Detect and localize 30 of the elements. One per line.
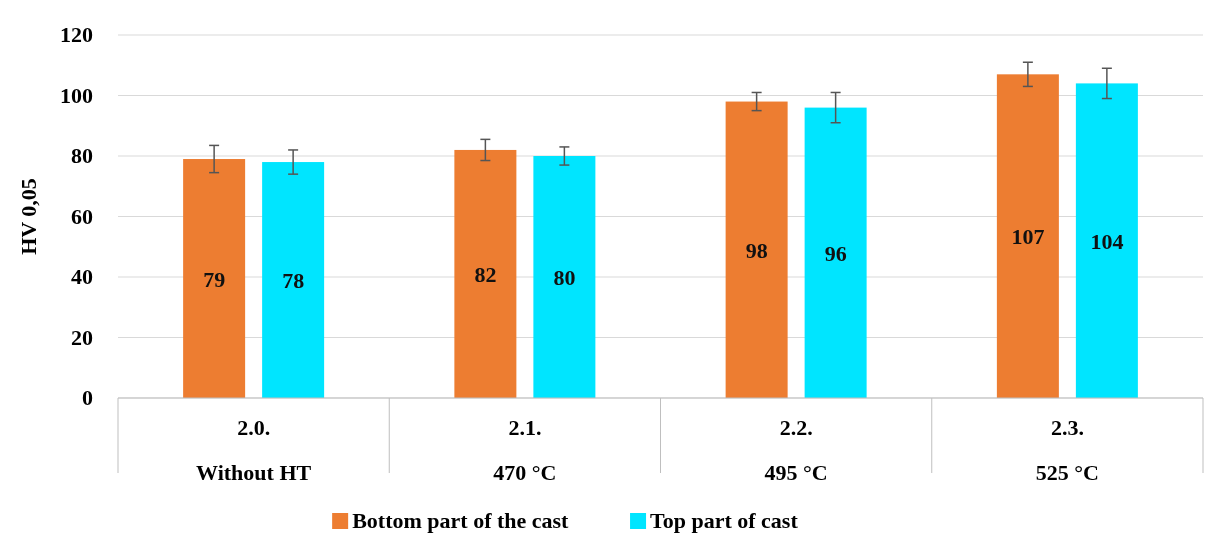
y-tick-label: 120 (60, 22, 93, 47)
data-label: 104 (1090, 228, 1124, 254)
legend-label: Bottom part of the cast (352, 508, 570, 533)
data-label: 82 (474, 261, 497, 287)
x-tick-label: 2.1. 470 °C (493, 415, 557, 485)
data-label: 78 (282, 268, 305, 294)
bar (262, 162, 325, 398)
bar (1075, 83, 1138, 398)
bar (996, 74, 1059, 398)
y-axis-title: HV 0,05 (16, 178, 41, 255)
data-label: 96 (824, 240, 847, 266)
y-tick-label: 80 (71, 143, 93, 168)
y-tick-label: 100 (60, 82, 93, 108)
x-tick-label: 2.0. Without HT (196, 415, 312, 485)
x-tick-label: 2.2. 495 °C (764, 415, 828, 485)
bar (183, 159, 246, 398)
data-label: 98 (745, 237, 768, 263)
data-label: 80 (553, 265, 576, 290)
data-label: 107 (1011, 224, 1045, 250)
bar (725, 101, 788, 398)
y-tick-label: 0 (82, 385, 93, 410)
bar (454, 149, 517, 398)
x-tick-label: 2.3. 525 °C (1035, 415, 1099, 485)
bar (804, 107, 867, 398)
y-tick-label: 40 (71, 264, 93, 289)
y-tick-label: 60 (71, 203, 93, 229)
data-label: 79 (203, 266, 226, 292)
y-tick-label: 20 (71, 324, 93, 350)
legend-label: Top part of cast (650, 508, 799, 533)
bar (533, 156, 596, 398)
